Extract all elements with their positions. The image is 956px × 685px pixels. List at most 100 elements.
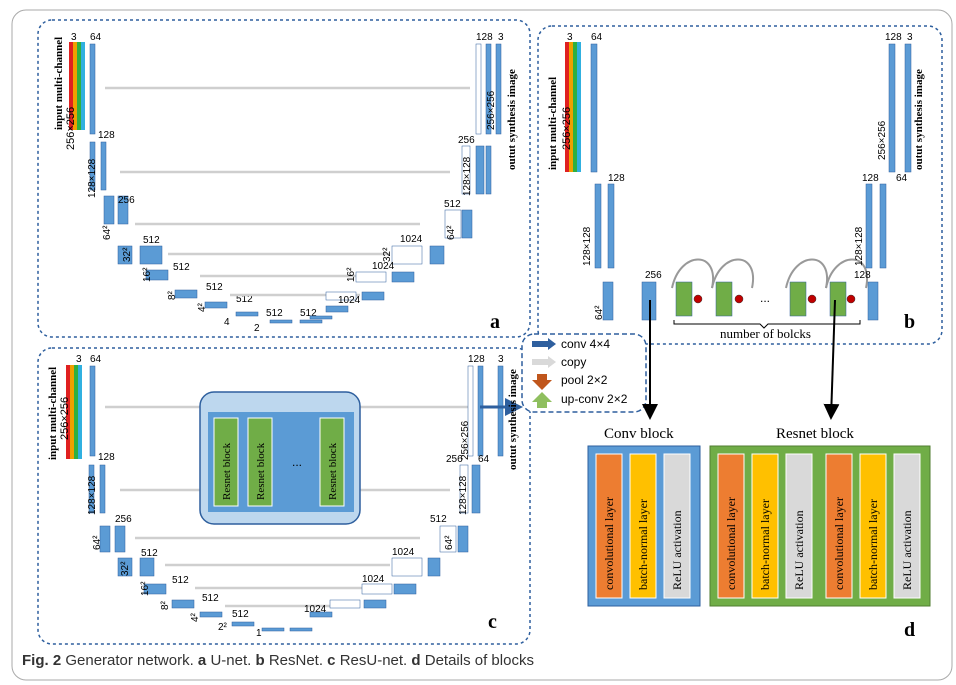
size-64: 64² (594, 305, 605, 320)
caption-fig-label: Fig. 2 (22, 652, 62, 669)
arrow-to-resnet-block (823, 299, 840, 420)
ch-512-2: 512 (173, 262, 190, 273)
ch-256: 256 (645, 270, 662, 281)
legend-copy: copy (561, 355, 586, 369)
ch-in-3: 3 (71, 32, 77, 43)
out-ch-128c: 128 (885, 32, 902, 43)
ch-512-6: 512 (300, 308, 317, 319)
size-4: 4² (197, 302, 208, 312)
legend-conv: conv 4×4 (561, 337, 610, 351)
ch-64: 64 (90, 354, 102, 365)
conv-layer-2: convolutional layer (724, 497, 738, 590)
input-label-1: input multi-channel (53, 37, 65, 130)
out-ch-64: 64 (478, 454, 490, 465)
bn-layer-2: batch-normal layer (758, 499, 772, 590)
size-2: 2 (254, 323, 260, 334)
input-image-stripes (565, 42, 581, 172)
decoder-layers (289, 365, 504, 632)
ch-128: 128 (608, 173, 625, 184)
input-label-2: 256×256 (65, 107, 77, 150)
out-ch-1024-2: 1024 (372, 261, 395, 272)
out-ch-1024-2: 1024 (362, 574, 385, 585)
ch-128: 128 (98, 130, 115, 141)
output-label: outut synthesis image (506, 69, 518, 170)
panel-d-letter: d (904, 619, 915, 641)
caption-letter-a: a (197, 652, 207, 669)
ch-64: 64 (591, 32, 603, 43)
resnet-block-label-3: Resnet block (327, 442, 339, 500)
ch-512-3: 512 (206, 282, 223, 293)
legend-upconv: up-conv 2×2 (561, 392, 628, 406)
ch-512-2: 512 (172, 575, 189, 586)
resnet-block-label-2: Resnet block (255, 442, 267, 500)
decoder-layers (865, 43, 912, 321)
size-4b: 4 (224, 317, 230, 328)
out-ch-64: 64 (896, 173, 908, 184)
ch-in-3: 3 (76, 354, 82, 365)
ch-512-4: 512 (236, 294, 253, 305)
out-size-128: 128×128 (462, 156, 473, 196)
bn-layer-3: batch-normal layer (866, 499, 880, 590)
encoder-layers (590, 43, 657, 321)
input-image-stripes (69, 42, 85, 130)
caption-letter-c: c (327, 652, 336, 669)
size-8: 8² (160, 600, 171, 610)
size-2: 2² (218, 622, 228, 633)
size-128: 128×128 (87, 475, 98, 515)
conv-layer-3: convolutional layer (832, 497, 846, 590)
relu-2: ReLU activation (792, 510, 806, 590)
caption-part-b: ResNet. (268, 652, 323, 669)
skip-arcs (671, 258, 869, 289)
ellipsis: ... (760, 291, 770, 305)
size-32: 32² (120, 561, 131, 576)
size-128: 128×128 (582, 226, 593, 266)
ch-512-5: 512 (266, 308, 283, 319)
out-size-64: 64² (446, 225, 457, 240)
size-1: 1 (256, 628, 262, 639)
out-ch-256: 256 (458, 135, 475, 146)
bn-layer-1: batch-normal layer (636, 499, 650, 590)
out-ch-3: 3 (498, 354, 504, 365)
blocks-label: number of bolcks (720, 326, 811, 341)
size-64: 64² (92, 535, 103, 550)
relu-3: ReLU activation (900, 510, 914, 590)
panel-c-border (37, 347, 531, 645)
out-ch-1024-1: 1024 (400, 234, 423, 245)
input-label-1: input multi-channel (547, 77, 559, 170)
encoder-layers (89, 43, 323, 324)
size-4: 4² (190, 612, 201, 622)
out-ch-1024-3: 1024 (338, 295, 361, 306)
size-16: 16² (142, 267, 153, 282)
size-16: 16² (140, 581, 151, 596)
input-label-2: 256×256 (561, 107, 573, 150)
out-size-256: 256×256 (486, 90, 497, 130)
panel-a-border (37, 19, 531, 338)
upconv-arrow-icon (532, 392, 552, 408)
legend-border (521, 333, 647, 413)
ch-512-1: 512 (141, 548, 158, 559)
output-label: outut synthesis image (507, 369, 519, 470)
ch-512-1: 512 (143, 235, 160, 246)
panel-a-unet: input multi-channel 256×256 3 64 128 256… (37, 19, 531, 338)
out-size-128: 128×128 (458, 475, 469, 515)
panel-d-blocks: Conv block convolutional layer batch-nor… (587, 426, 931, 641)
size-32: 32² (122, 247, 133, 262)
out-ch-128b: 128 (854, 270, 871, 281)
out-size-32: 32² (382, 247, 393, 262)
relu-1: ReLU activation (670, 510, 684, 590)
decoder-layers (309, 43, 502, 320)
figure-caption: Fig. 2 Generator network. a U-net. b Res… (22, 652, 534, 669)
resnet-block-title: Resnet block (776, 426, 854, 442)
out-size-256: 256×256 (877, 120, 888, 160)
ch-64: 64 (90, 32, 102, 43)
input-label-2: 256×256 (59, 397, 71, 440)
out-ch-3: 3 (498, 32, 504, 43)
copy-connections (105, 405, 470, 608)
size-128: 128×128 (87, 158, 98, 198)
panel-c-letter: c (488, 611, 497, 633)
panel-b-border (537, 25, 943, 345)
input-image-stripes (66, 365, 82, 459)
caption-part-d: Details of blocks (424, 652, 534, 669)
out-ch-256: 256 (446, 454, 463, 465)
